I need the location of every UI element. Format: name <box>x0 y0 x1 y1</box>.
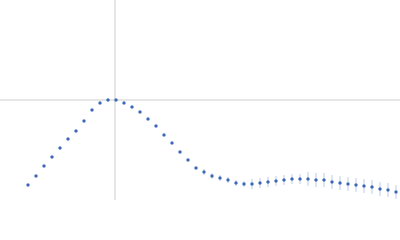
data-point <box>306 177 310 181</box>
data-point <box>330 180 334 184</box>
data-point <box>370 185 374 189</box>
data-point <box>42 164 46 168</box>
chart <box>0 0 400 200</box>
data-point <box>162 133 166 137</box>
data-point <box>250 182 254 186</box>
data-point <box>114 98 118 102</box>
data-point <box>322 178 326 182</box>
data-point <box>386 188 390 192</box>
data-point <box>314 178 318 182</box>
data-point <box>338 181 342 185</box>
data-point <box>226 178 230 182</box>
data-point <box>66 137 70 141</box>
data-point <box>394 190 398 194</box>
data-point <box>186 158 190 162</box>
data-point <box>290 177 294 181</box>
data-point <box>178 150 182 154</box>
data-point <box>138 110 142 114</box>
data-point <box>202 170 206 174</box>
data-point <box>170 141 174 145</box>
data-point <box>282 178 286 182</box>
data-point <box>234 181 238 185</box>
data-point <box>274 179 278 183</box>
data-point <box>98 101 102 105</box>
data-point <box>346 182 350 186</box>
data-point <box>74 129 78 133</box>
data-point <box>58 146 62 150</box>
data-point <box>122 101 126 105</box>
data-point <box>210 174 214 178</box>
data-point <box>378 187 382 191</box>
data-point <box>194 166 198 170</box>
data-point <box>90 108 94 112</box>
data-point <box>82 119 86 123</box>
data-point <box>362 184 366 188</box>
data-point <box>50 155 54 159</box>
data-point <box>130 105 134 109</box>
data-point <box>266 180 270 184</box>
data-point <box>258 181 262 185</box>
data-point <box>298 177 302 181</box>
data-point <box>242 182 246 186</box>
data-point <box>154 124 158 128</box>
data-point <box>354 183 358 187</box>
data-point <box>218 176 222 180</box>
data-point <box>34 174 38 178</box>
data-point <box>26 183 30 187</box>
data-point <box>146 117 150 121</box>
data-point <box>106 98 110 102</box>
